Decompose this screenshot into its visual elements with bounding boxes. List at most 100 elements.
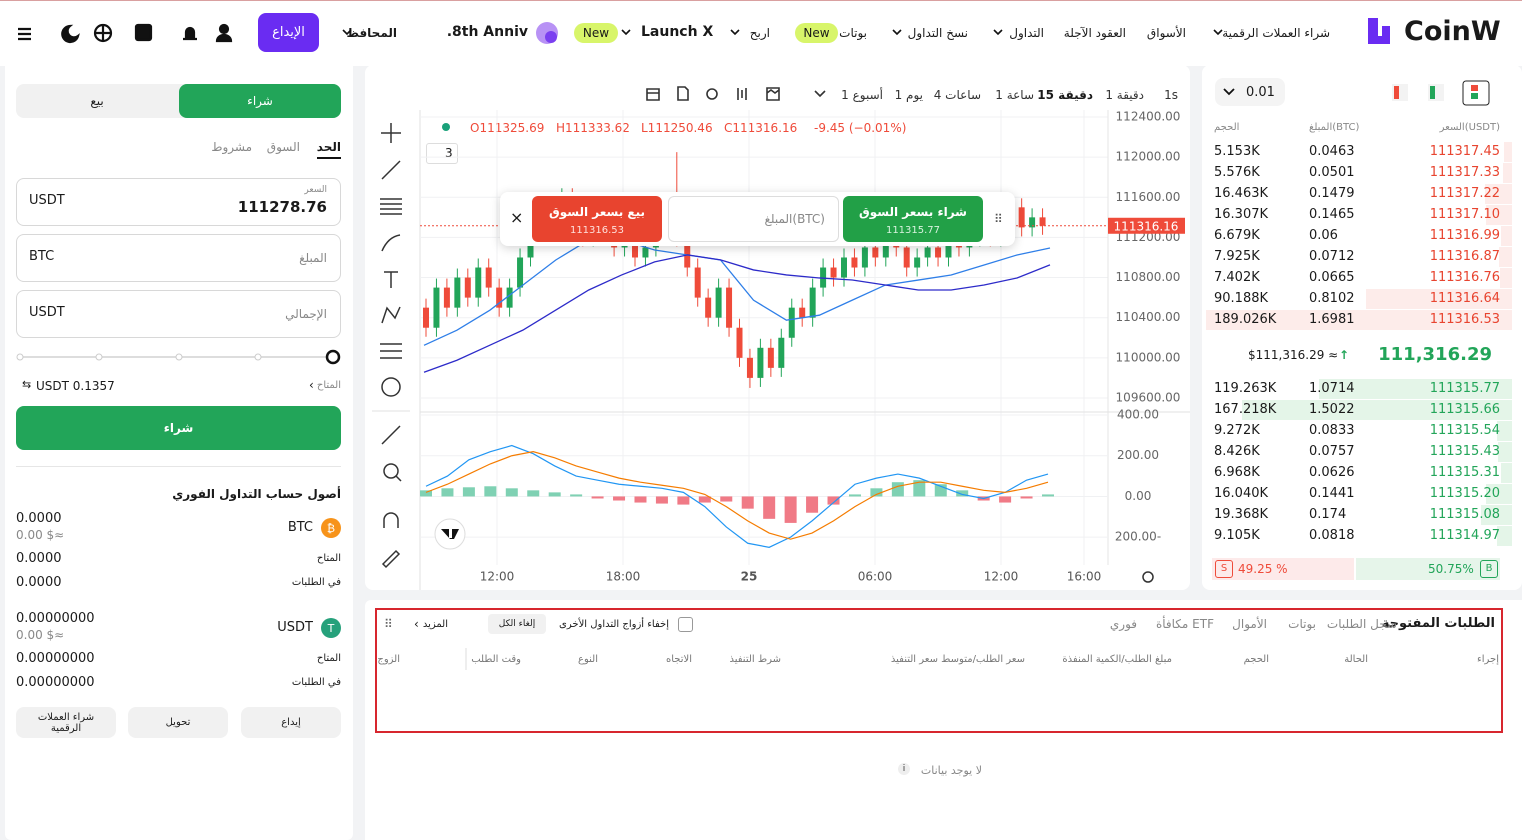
column-header: إجراء	[1477, 654, 1499, 665]
orders-tab[interactable]: سجل الطلبات	[1326, 617, 1397, 631]
coin-balance: 0.0000	[16, 511, 62, 526]
coin-name: BTC	[287, 520, 313, 535]
book-amount: 0.0463	[1309, 144, 1355, 159]
chevron	[621, 29, 631, 36]
logo-icon	[1368, 18, 1390, 44]
nav-item[interactable]: المحافظ	[346, 26, 397, 40]
column-header: النوع	[578, 654, 598, 665]
book-price: 111315.08	[1429, 507, 1500, 522]
nav-item[interactable]: بوتات	[839, 26, 867, 40]
nav-item[interactable]: Launch X	[641, 24, 714, 40]
orders-tab[interactable]: مكافأة ETF	[1155, 617, 1214, 631]
chevron	[892, 29, 902, 36]
book-header: السعر(USDT)	[1439, 122, 1500, 133]
book-price: 111316.53	[1429, 312, 1500, 327]
depth-bar	[1485, 184, 1512, 204]
depth-bar	[1497, 421, 1512, 441]
mid-price: 111,316.29	[1378, 344, 1492, 365]
book-amount: 0.0665	[1309, 270, 1355, 285]
book-total: 7.402K	[1214, 270, 1260, 285]
nav-item[interactable]: شراء العملات الرقمية	[1222, 26, 1330, 40]
orders-tab[interactable]: الطلبات المفتوحة	[1381, 616, 1495, 631]
book-total: 19.368K	[1214, 507, 1269, 522]
book-price: 111316.64	[1429, 291, 1500, 306]
submit-buy[interactable]: شراء	[16, 406, 341, 450]
asset-button[interactable]: شراء العملات الرقمية	[16, 707, 116, 738]
interval-button[interactable]: 1s	[1164, 88, 1178, 102]
logo[interactable]: CoinW	[1404, 16, 1501, 47]
book-price: 111315.54	[1429, 423, 1500, 438]
drag-handle[interactable]: ⠿	[994, 212, 1003, 226]
book-price: 111315.31	[1429, 465, 1500, 480]
total-input[interactable]	[16, 290, 341, 338]
orders-panel	[365, 600, 1522, 840]
depth-bar	[1501, 226, 1512, 246]
more[interactable]: المزيد	[422, 619, 448, 630]
orders-tab[interactable]: فوري	[1109, 617, 1137, 631]
book-amount: 1.5022	[1309, 402, 1355, 417]
anniv-icon	[536, 22, 558, 44]
depth-bar	[1500, 268, 1512, 288]
nav-item[interactable]: اربح	[749, 26, 770, 40]
order-type-tab[interactable]: السوق	[266, 140, 300, 154]
amount-input[interactable]	[16, 234, 341, 282]
nav-item[interactable]: 8th Anniv.	[446, 24, 528, 40]
interval-button[interactable]: 4 ساعات	[933, 88, 981, 102]
price-value: 111278.76	[237, 198, 327, 216]
indicator-toggle[interactable]	[426, 143, 458, 164]
buy-ratio-bar	[1356, 558, 1500, 580]
nav-item[interactable]: نسخ التداول	[907, 26, 968, 40]
checkbox[interactable]	[678, 617, 693, 632]
book-amount: 0.174	[1309, 507, 1347, 522]
depth-bar	[1499, 247, 1512, 267]
quick-amount-input[interactable]	[668, 196, 839, 242]
asset-button[interactable]: إيداع	[241, 707, 341, 738]
book-total: 16.040K	[1214, 486, 1269, 501]
depth-bar	[1498, 442, 1512, 462]
book-amount: 0.1465	[1309, 207, 1355, 222]
usdt-icon: T	[321, 618, 341, 638]
amount-slider[interactable]	[14, 347, 344, 367]
asset-button[interactable]: تحويل	[128, 707, 228, 738]
interval-button[interactable]: 1 يوم	[894, 88, 923, 102]
market-sell[interactable]	[532, 196, 662, 242]
nav-item[interactable]: العقود الآجلة	[1063, 26, 1126, 40]
highlight-box	[375, 608, 1503, 733]
interval-button[interactable]: 15 دقيقة	[1037, 88, 1093, 102]
depth-bar	[1480, 505, 1512, 525]
svg-text:T: T	[327, 622, 335, 635]
sell-tab[interactable]: بيع	[90, 94, 104, 108]
input-label: المبلغ	[299, 251, 327, 265]
depth-bar	[1502, 163, 1512, 183]
order-type-tab[interactable]: الحد	[316, 139, 341, 159]
interval-button[interactable]: 1 أسبوع	[841, 88, 883, 102]
book-amount: 0.0757	[1309, 444, 1355, 459]
buy-tab[interactable]: شراء	[179, 84, 341, 118]
nav-item[interactable]: التداول	[1009, 26, 1044, 40]
coin-balance: 0.00000000	[16, 611, 95, 626]
deposit-button[interactable]: الإيداع	[258, 13, 319, 52]
order-type-tab[interactable]: مشروط	[211, 140, 252, 154]
sell-ratio: 49.25 %	[1238, 562, 1288, 576]
coin-available: 0.0000	[16, 551, 62, 566]
book-price: 111314.97	[1429, 528, 1500, 543]
in-orders-label: في الطلبات	[291, 677, 341, 688]
input-unit: USDT	[29, 193, 65, 208]
close-quick-trade[interactable]: ×	[510, 208, 524, 227]
orders-tab[interactable]: الأموال	[1232, 617, 1267, 631]
interval-button[interactable]: 1 دقيقة	[1105, 88, 1144, 102]
book-amount: 0.0626	[1309, 465, 1355, 480]
chevron	[993, 29, 1003, 36]
book-amount: 0.8102	[1309, 291, 1355, 306]
depth-bar	[1500, 463, 1512, 483]
depth-bar	[1241, 400, 1512, 420]
cancel-all[interactable]: إلغاء الكل	[488, 614, 546, 634]
nav-item[interactable]: الأسواق	[1146, 26, 1186, 40]
depth-bar	[1486, 484, 1512, 504]
orders-tab[interactable]: بوتات	[1288, 617, 1316, 631]
market-buy[interactable]	[843, 196, 983, 242]
price-input[interactable]	[16, 178, 341, 226]
interval-button[interactable]: 1 ساعة	[995, 88, 1034, 102]
book-total: 6.679K	[1214, 228, 1260, 243]
book-total: 90.188K	[1214, 291, 1269, 306]
